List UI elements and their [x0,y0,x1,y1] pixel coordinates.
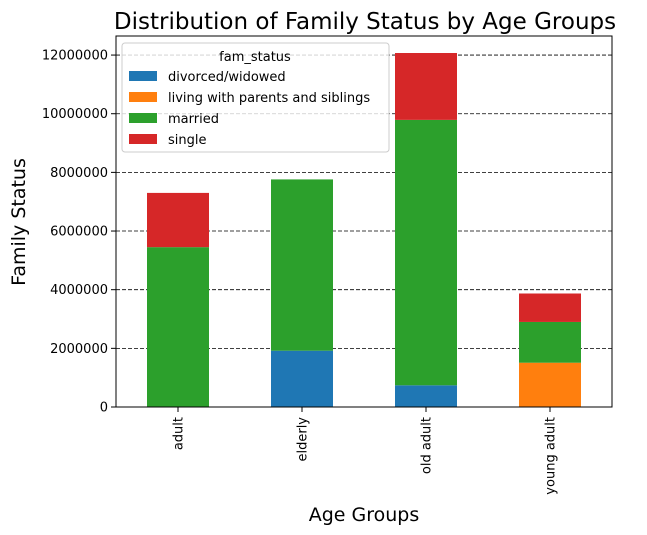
bar-segment [519,321,581,363]
bar-segment [519,362,581,407]
legend: fam_status divorced/widowed living with p… [121,42,390,153]
y-tick-label: 6000000 [50,225,108,240]
bars [147,53,581,407]
plot-area-frame [115,35,613,408]
legend-label: married [168,112,219,127]
legend-swatch [129,92,157,102]
y-tick-label: 8000000 [50,166,108,181]
y-tick-label: 4000000 [50,283,108,298]
x-tick-label: old adult [420,417,435,474]
bar-segment [395,385,457,407]
bar-segment [519,293,581,322]
legend-swatch [129,113,157,123]
y-axis-ticks: 0 2000000 4000000 6000000 8000000 10000000 120… [42,49,116,416]
x-tick-label: young adult [544,417,559,495]
x-tick-label: elderly [296,417,311,462]
y-tick-label: 2000000 [50,342,108,357]
legend-box [121,42,390,153]
bar-segment [271,350,333,407]
y-tick-label: 12000000 [42,49,108,64]
bar-segment [395,53,457,120]
legend-label: divorced/widowed [168,70,286,85]
legend-swatch [129,71,157,81]
legend-label: living with parents and siblings [168,91,370,106]
bar-segment [395,119,457,386]
x-axis-ticks: adult elderly old adult young adult [172,407,559,495]
x-axis-label: Age Groups [309,504,420,526]
legend-label: single [168,133,207,148]
chart-title: Distribution of Family Status by Age Gro… [114,9,616,35]
bar-segment [147,192,209,248]
y-tick-label: 0 [100,401,108,416]
legend-title: fam_status [219,50,291,65]
y-axis-label: Family Status [8,158,30,286]
bar-segment [271,179,333,351]
y-tick-label: 10000000 [42,107,108,122]
legend-items: divorced/widowed living with parents and … [129,70,370,148]
bar-segment [147,247,209,407]
legend-swatch [129,134,157,144]
x-tick-label: adult [172,417,187,450]
